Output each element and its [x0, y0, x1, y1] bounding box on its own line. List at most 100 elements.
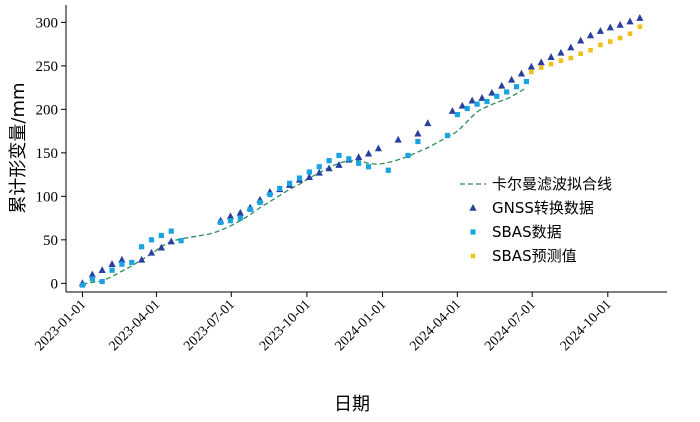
data-point	[538, 65, 544, 70]
data-point	[488, 88, 496, 96]
x-tick-label: 2023-04-01	[106, 297, 163, 354]
y-tick-label: 250	[36, 59, 59, 75]
data-point	[504, 89, 510, 95]
data-point	[385, 167, 391, 173]
legend-swatch	[470, 253, 476, 259]
data-point	[129, 259, 135, 266]
data-point	[577, 36, 585, 44]
data-point	[598, 42, 603, 48]
data-point	[364, 149, 373, 157]
data-point	[405, 152, 411, 159]
data-point	[616, 21, 624, 28]
legend-swatch	[469, 204, 477, 211]
data-point	[335, 161, 343, 168]
data-point	[414, 129, 422, 137]
kalman-fit-line	[82, 87, 527, 285]
y-tick-label: 100	[36, 189, 59, 205]
x-tick-label: 2024-10-01	[558, 297, 615, 354]
data-point	[109, 267, 115, 273]
data-point	[157, 243, 165, 251]
data-point	[138, 255, 146, 263]
y-tick-label: 0	[51, 276, 59, 292]
x-axis-ticks: 2023-01-01 2023-04-01 2023-07-01 2023-10-01…	[32, 292, 615, 354]
data-point	[508, 75, 516, 83]
data-point	[617, 35, 623, 41]
data-point	[277, 185, 283, 192]
data-point	[537, 58, 545, 66]
data-point	[567, 43, 575, 51]
data-point	[448, 107, 457, 114]
x-axis-title: 日期	[334, 394, 370, 415]
data-point	[305, 173, 313, 180]
data-point	[325, 164, 333, 172]
data-point	[287, 180, 293, 186]
data-point	[355, 153, 363, 160]
data-point	[637, 24, 643, 30]
data-point	[227, 218, 234, 224]
data-point	[474, 101, 480, 107]
legend-label: 卡尔曼滤波拟合线	[492, 175, 612, 193]
y-axis-title: 累计形变量/mm	[8, 82, 29, 213]
data-point	[119, 261, 125, 267]
y-tick-label: 300	[36, 15, 59, 31]
legend-item: SBAS数据	[470, 223, 562, 241]
x-tick-label: 2024-01-01	[333, 297, 390, 354]
x-tick-label: 2023-07-01	[181, 297, 238, 354]
data-point	[247, 206, 253, 212]
data-point	[458, 101, 466, 109]
data-point	[98, 266, 106, 274]
data-point	[316, 164, 322, 170]
data-point	[158, 232, 164, 239]
legend-swatch	[470, 229, 476, 235]
data-point	[454, 111, 460, 118]
x-tick-label: 2023-01-01	[32, 297, 89, 354]
data-point	[415, 138, 421, 145]
data-point	[517, 69, 526, 77]
data-point	[89, 276, 95, 282]
data-point	[374, 144, 383, 152]
data-point	[588, 47, 593, 53]
data-point	[529, 69, 534, 75]
data-point	[356, 160, 362, 166]
data-point	[236, 208, 244, 216]
series-3	[529, 24, 643, 75]
data-point	[88, 270, 96, 278]
legend-label: GNSS转换数据	[492, 199, 594, 217]
y-tick-label: 50	[43, 233, 58, 249]
data-point	[578, 51, 583, 57]
legend-label: SBAS数据	[492, 223, 562, 241]
data-point	[444, 132, 451, 139]
y-tick-label: 200	[36, 102, 59, 118]
data-point	[315, 168, 323, 176]
data-point	[558, 58, 564, 63]
data-point	[636, 14, 644, 21]
data-point	[257, 199, 263, 206]
data-point	[557, 48, 565, 56]
data-point	[626, 17, 634, 25]
data-point	[178, 238, 184, 244]
data-point	[148, 237, 155, 243]
legend-label: SBAS预测值	[492, 247, 577, 265]
data-point	[296, 175, 303, 181]
data-point	[607, 39, 613, 44]
x-tick-label: 2023-10-01	[257, 297, 314, 354]
data-point	[226, 212, 235, 220]
data-point	[79, 282, 86, 288]
data-point	[167, 237, 175, 245]
data-point	[346, 156, 352, 162]
data-point	[306, 169, 312, 175]
data-point	[513, 84, 520, 90]
data-point	[394, 135, 402, 143]
legend: 卡尔曼滤波拟合线 GNSS转换数据 SBAS数据 SBAS预测值	[460, 175, 612, 265]
data-point	[424, 119, 432, 127]
legend-item: SBAS预测值	[470, 247, 577, 265]
x-tick-label: 2024-04-01	[407, 297, 464, 354]
data-point	[606, 23, 614, 31]
data-point	[568, 55, 574, 61]
data-point	[627, 31, 633, 36]
data-point	[99, 278, 105, 285]
data-point	[464, 105, 470, 112]
plot-area	[78, 14, 644, 288]
x-tick-label: 2024-07-01	[482, 297, 539, 354]
